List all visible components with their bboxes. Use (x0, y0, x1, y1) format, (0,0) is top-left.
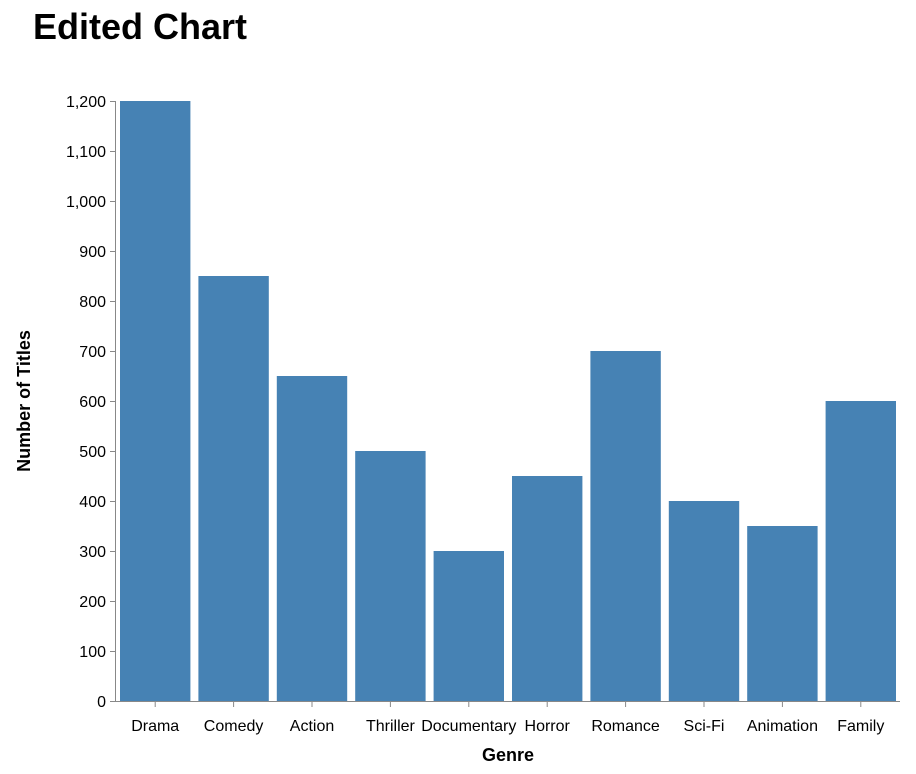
x-tick-label: Sci-Fi (684, 718, 725, 735)
bars-group (120, 101, 896, 701)
y-tick-label: 500 (79, 444, 106, 461)
y-tick-label: 300 (79, 544, 106, 561)
x-tick-label: Family (837, 718, 884, 735)
y-tick-label: 200 (79, 594, 106, 611)
bar-animation (747, 526, 818, 701)
y-tick-label: 700 (79, 344, 106, 361)
x-tick-label: Thriller (366, 718, 416, 735)
bar-documentary (433, 551, 504, 701)
y-tick-label: 600 (79, 394, 106, 411)
chart-title: Edited Chart (33, 6, 248, 47)
x-axis: Drama Comedy Action Thriller Documentary Horr… (115, 701, 900, 735)
x-tick-label: Horror (525, 718, 571, 735)
x-tick-label: Drama (131, 718, 179, 735)
bar-romance (590, 351, 661, 701)
x-tick-label: Animation (747, 718, 818, 735)
y-tick-label: 100 (79, 644, 106, 661)
y-tick-label: 400 (79, 494, 106, 511)
y-tick-label: 0 (97, 694, 106, 711)
bar-drama (120, 101, 191, 701)
x-tick-label: Comedy (204, 718, 264, 735)
x-tick-label: Romance (591, 718, 660, 735)
x-tick-label: Documentary (421, 718, 516, 735)
bar-sci-fi (668, 501, 740, 701)
x-axis-title: Genre (482, 745, 534, 765)
bar-family (825, 401, 896, 701)
y-tick-label: 800 (79, 294, 106, 311)
y-tick-label: 1,200 (66, 94, 106, 111)
y-axis: 0 100 200 300 400 500 600 700 800 900 1,000 1,100 1,… (66, 94, 116, 711)
bar-horror (512, 476, 583, 701)
y-tick-label: 900 (79, 244, 106, 261)
y-tick-label: 1,000 (66, 194, 106, 211)
bar-action (276, 376, 348, 701)
y-axis-title: Number of Titles (14, 330, 34, 472)
bar-comedy (198, 276, 269, 701)
x-tick-label: Action (290, 718, 334, 735)
y-tick-label: 1,100 (66, 144, 106, 161)
bar-thriller (355, 451, 426, 701)
